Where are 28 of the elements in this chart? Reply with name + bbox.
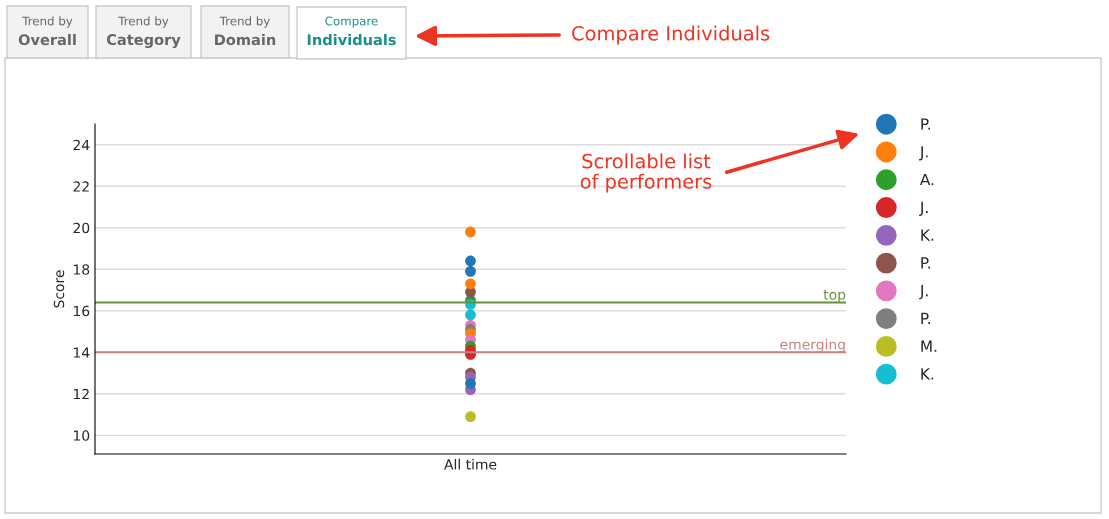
legend-label: P. xyxy=(921,118,930,130)
annotation: Scrollable list of performers xyxy=(580,153,712,193)
y-tick-label: 12 xyxy=(73,388,89,400)
text: Trend by Category xyxy=(106,16,181,49)
ref-line-label: top xyxy=(823,289,846,303)
legend-label: K. xyxy=(921,229,934,241)
legend-label: J. xyxy=(919,146,928,161)
legend-label: K. xyxy=(921,368,934,380)
y-tick-label: 16 xyxy=(73,305,90,317)
y-axis-title: Score xyxy=(53,270,65,308)
legend-label: J. xyxy=(919,285,928,300)
y-tick-label: 24 xyxy=(73,139,90,151)
text: Compare Individuals xyxy=(572,25,770,45)
y-tick-label: 20 xyxy=(73,222,90,234)
y-tick-label: 14 xyxy=(73,347,90,358)
legend-label: P. xyxy=(921,257,930,269)
ref-line-label: emerging xyxy=(780,338,845,353)
text: Trend by Overall xyxy=(18,16,76,46)
text: Compare Individuals xyxy=(307,16,396,46)
y-tick-label: 22 xyxy=(73,181,89,192)
text: Trend by Domain xyxy=(215,16,276,46)
legend-label: A. xyxy=(920,173,934,186)
legend-label: P. xyxy=(921,312,930,324)
legend-label: J. xyxy=(919,201,928,216)
y-tick-label: 10 xyxy=(73,430,90,441)
y-tick-label: 18 xyxy=(73,264,90,275)
x-tick-label: All time xyxy=(444,458,497,470)
legend-label: M. xyxy=(921,340,937,352)
